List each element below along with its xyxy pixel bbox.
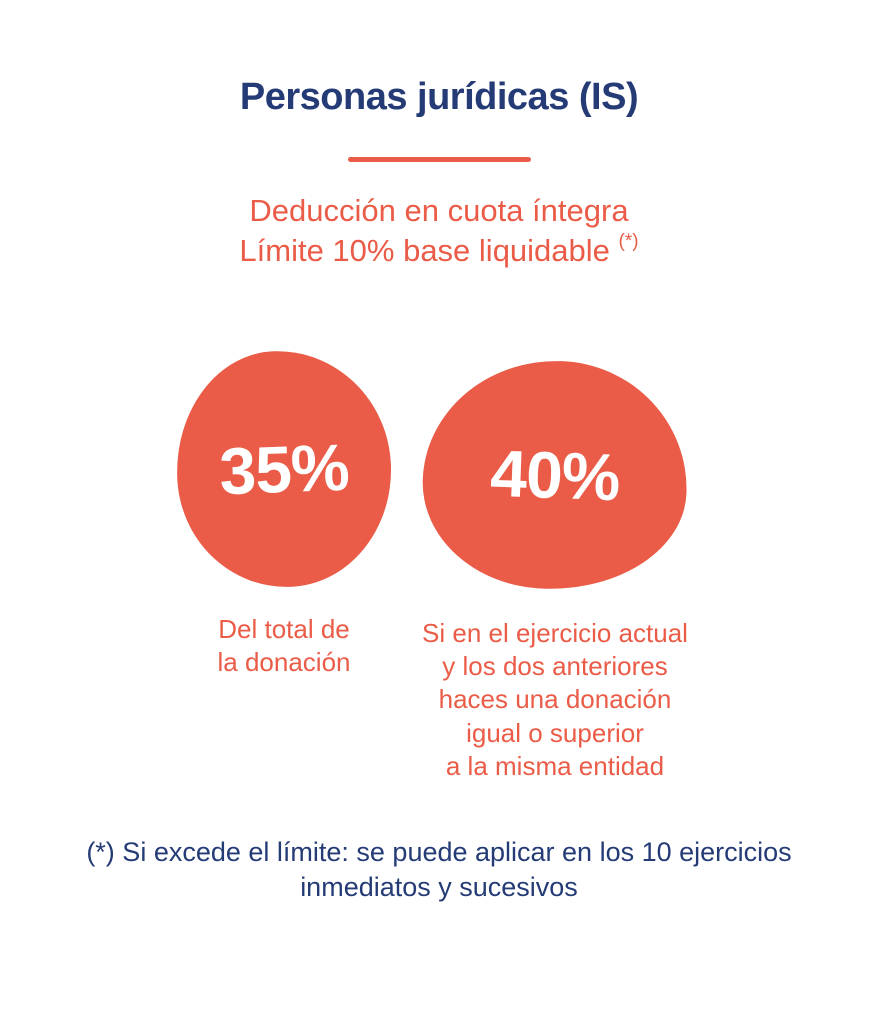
divider-line bbox=[347, 157, 531, 162]
percentage-blob-35: 35% bbox=[172, 347, 396, 591]
stat-40-caption: Si en el ejercicio actual y los dos ante… bbox=[422, 617, 688, 781]
footnote-text: (*) Si excede el límite: se puede aplica… bbox=[86, 837, 792, 903]
subtitle: Deducción en cuota íntegra Límite 10% ba… bbox=[0, 192, 878, 271]
stat-40-percent: 40% Si en el ejercicio actual y los dos … bbox=[400, 351, 710, 783]
percentage-value-40: 40% bbox=[489, 435, 621, 515]
subtitle-line2: Límite 10% base liquidable bbox=[239, 233, 610, 269]
stat-35-caption: Del total de la donación bbox=[217, 613, 351, 678]
footnote-marker: (*) bbox=[618, 231, 639, 253]
stat-35-percent: 35% Del total de la donación bbox=[168, 347, 400, 680]
subtitle-line1: Deducción en cuota íntegra bbox=[249, 193, 629, 228]
percentage-blob-40: 40% bbox=[419, 356, 691, 594]
stats-row: 35% Del total de la donación 40% Si en e… bbox=[0, 347, 878, 783]
percentage-value-35: 35% bbox=[218, 429, 350, 509]
page-title: Personas jurídicas (IS) bbox=[239, 76, 639, 118]
